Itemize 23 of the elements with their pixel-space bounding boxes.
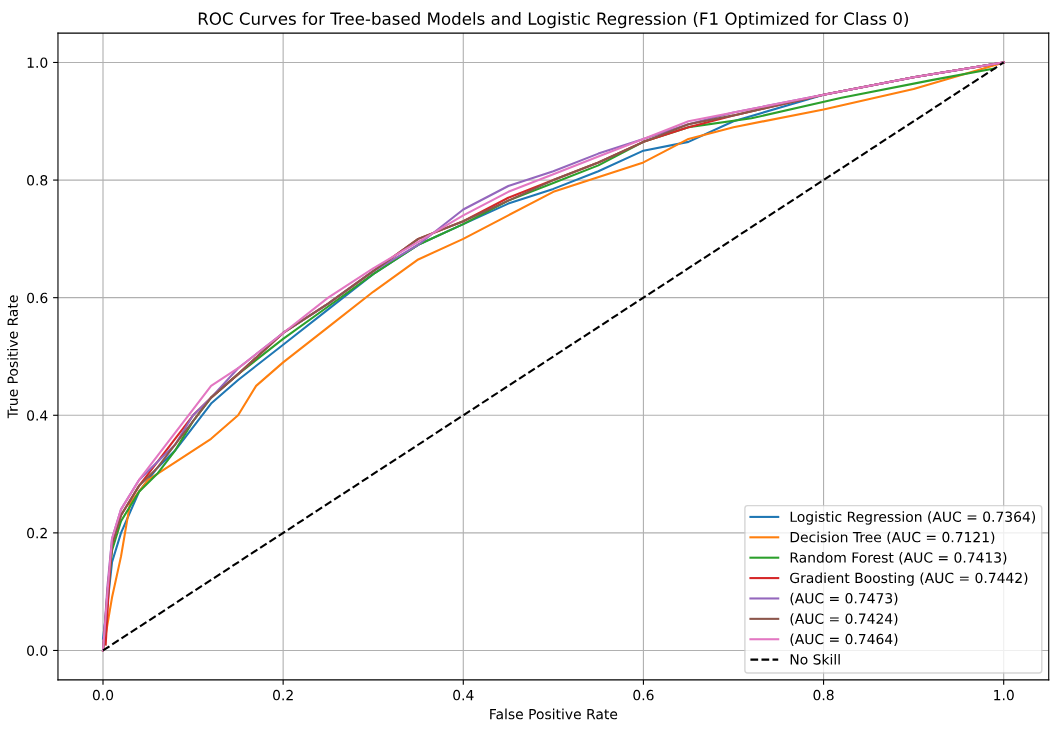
legend-label: (AUC = 0.7464) xyxy=(790,633,898,646)
y-tick-label: 0.8 xyxy=(27,175,48,186)
y-axis-title: True Positive Rate xyxy=(7,295,18,419)
x-axis-title: False Positive Rate xyxy=(490,708,618,720)
legend-label: Random Forest (AUC = 0.7413) xyxy=(790,552,1007,565)
legend-label: (AUC = 0.7424) xyxy=(790,613,898,626)
chart-title: ROC Curves for Tree-based Models and Logistic Regression (F1 Optimized for Class 0) xyxy=(198,12,909,29)
legend-label: No Skill xyxy=(790,653,840,665)
legend-label: Logistic Regression (AUC = 0.7364) xyxy=(790,511,1036,525)
x-tick-label: 0.6 xyxy=(633,689,654,701)
legend-label: Decision Tree (AUC = 0.7121) xyxy=(790,531,995,544)
y-tick-label: 0.2 xyxy=(27,527,47,539)
legend-label: Gradient Boosting (AUC = 0.7442) xyxy=(790,572,1028,586)
y-tick-label: 1.0 xyxy=(27,57,48,68)
y-tick-label: 0.0 xyxy=(27,645,48,656)
x-tick-label: 0.2 xyxy=(273,689,293,701)
x-tick-label: 1.0 xyxy=(994,689,1014,701)
y-tick-label: 0.6 xyxy=(27,292,48,304)
x-tick-label: 0.0 xyxy=(92,689,114,701)
x-tick-label: 0.4 xyxy=(453,689,474,701)
x-tick-label: 0.8 xyxy=(813,689,834,701)
y-tick-label: 0.4 xyxy=(27,410,48,421)
legend-label: (AUC = 0.7473) xyxy=(790,592,898,606)
